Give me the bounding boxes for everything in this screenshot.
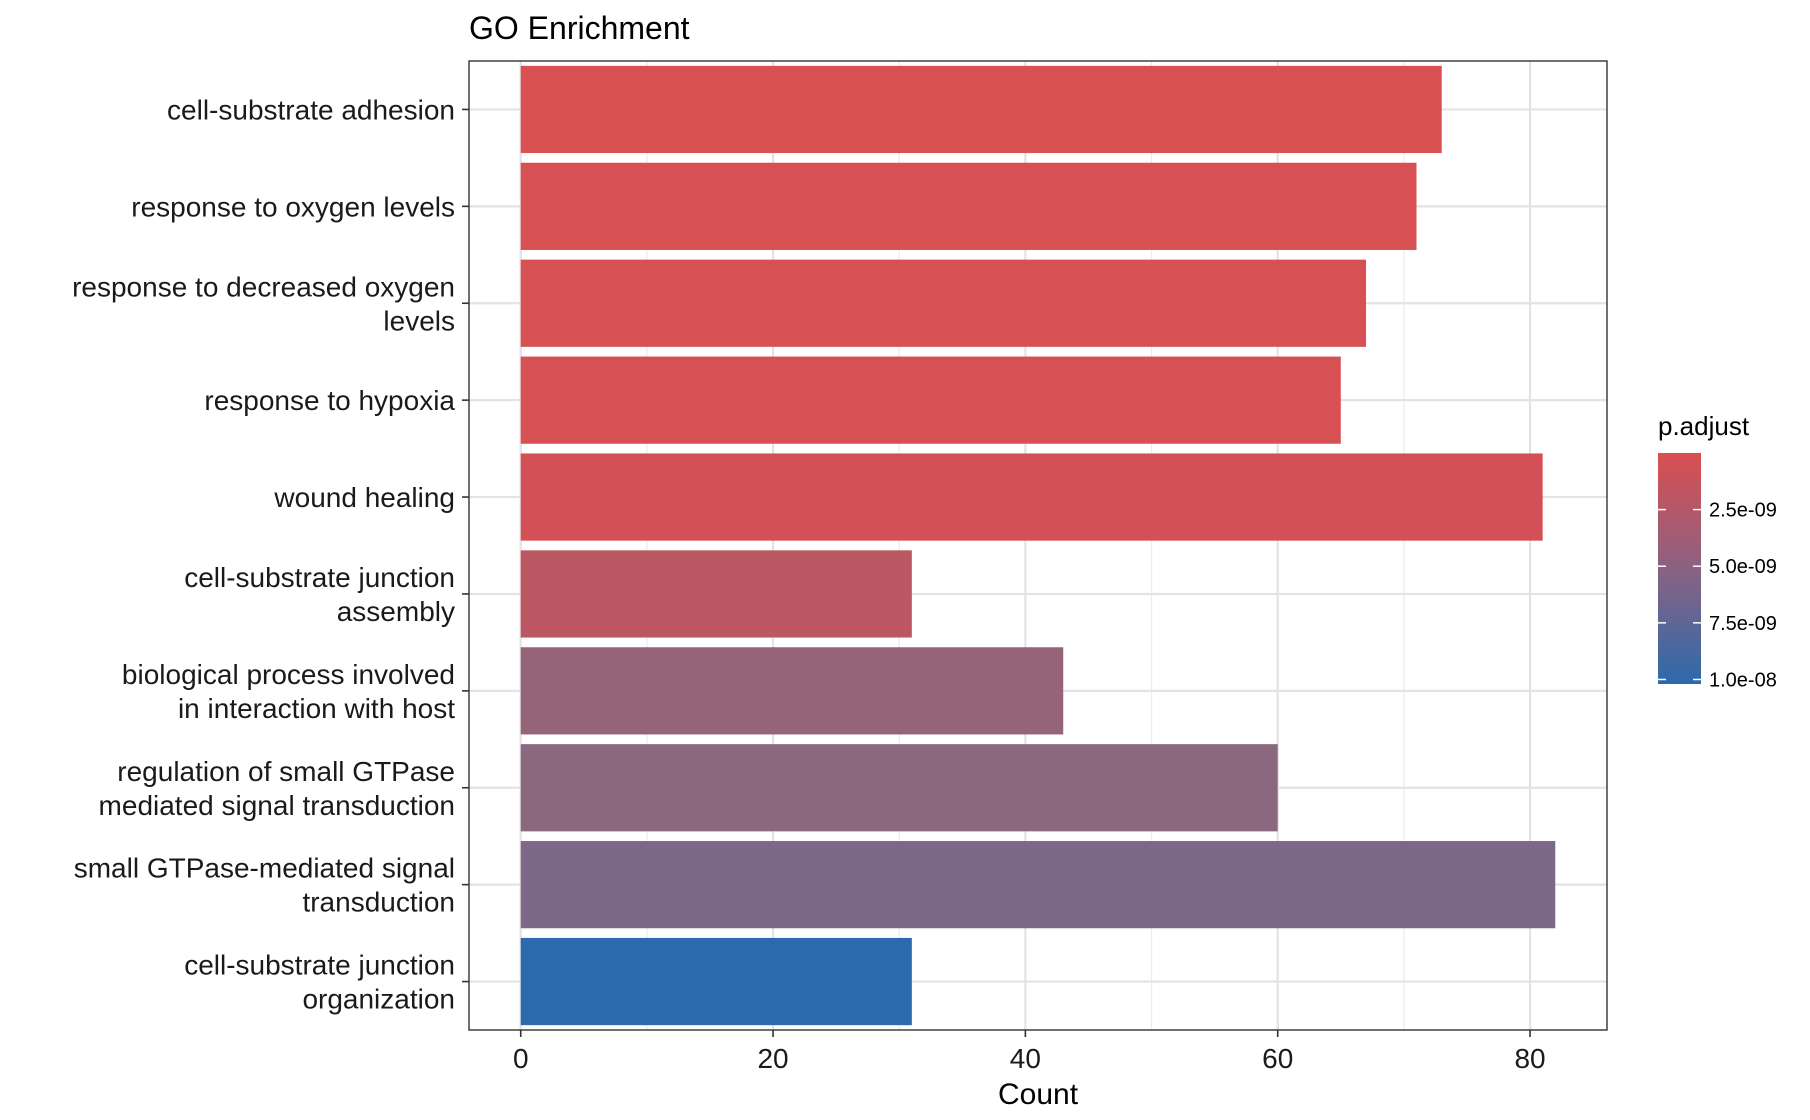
legend-colorbar: [1658, 453, 1701, 684]
y-tick-label: wound healing: [273, 482, 455, 513]
bar: [520, 259, 1367, 347]
bar: [520, 162, 1417, 250]
bar: [520, 744, 1278, 832]
legend-tick-label: 5.0e-09: [1709, 556, 1777, 578]
y-axis: cell-substrate adhesion response to oxyge…: [72, 94, 469, 1015]
x-tick-label: 60: [1262, 1043, 1293, 1074]
y-tick-label: mediated signal transduction: [99, 790, 455, 821]
y-tick-label: regulation of small GTPase: [117, 756, 455, 787]
x-tick-label: 0: [513, 1043, 529, 1074]
bar: [520, 647, 1064, 735]
y-tick-label: cell-substrate junction: [184, 562, 455, 593]
chart-title: GO Enrichment: [469, 10, 690, 46]
bar: [520, 550, 912, 638]
y-tick-label: response to decreased oxygen: [72, 271, 455, 302]
y-tick-label: organization: [302, 984, 455, 1015]
x-tick-label: 80: [1514, 1043, 1545, 1074]
legend-tick-label: 2.5e-09: [1709, 500, 1777, 522]
legend-title: p.adjust: [1658, 411, 1750, 441]
x-tick-label: 40: [1010, 1043, 1041, 1074]
y-tick-label: cell-substrate adhesion: [167, 94, 455, 125]
color-legend: p.adjust 2.5e-09 5.0e-09 7.5e-09 1.0e-08: [1658, 411, 1777, 691]
y-tick-label: transduction: [302, 887, 455, 918]
legend-tick-label: 1.0e-08: [1709, 669, 1777, 691]
legend-tick-label: 7.5e-09: [1709, 613, 1777, 635]
y-tick-label: in interaction with host: [178, 693, 455, 724]
bar: [520, 841, 1556, 929]
y-tick-label: response to hypoxia: [204, 385, 455, 416]
x-axis-title: Count: [998, 1078, 1079, 1111]
y-tick-label: cell-substrate junction: [184, 950, 455, 981]
y-tick-label: levels: [383, 305, 455, 336]
legend-ticks: 2.5e-09 5.0e-09 7.5e-09 1.0e-08: [1658, 500, 1777, 691]
x-axis: 0 20 40 60 80: [513, 1030, 1546, 1074]
y-tick-label: assembly: [337, 596, 455, 627]
bar: [520, 453, 1543, 541]
y-tick-label: biological process involved: [122, 659, 455, 690]
y-tick-label: response to oxygen levels: [131, 191, 455, 222]
panel-border: [468, 60, 1608, 1031]
plot-panel: [468, 60, 1608, 1031]
bar-series: [520, 65, 1556, 1026]
bar: [520, 937, 912, 1026]
bar: [520, 356, 1341, 444]
y-tick-label: small GTPase-mediated signal: [74, 853, 455, 884]
bar: [520, 65, 1442, 154]
x-tick-label: 20: [757, 1043, 788, 1074]
